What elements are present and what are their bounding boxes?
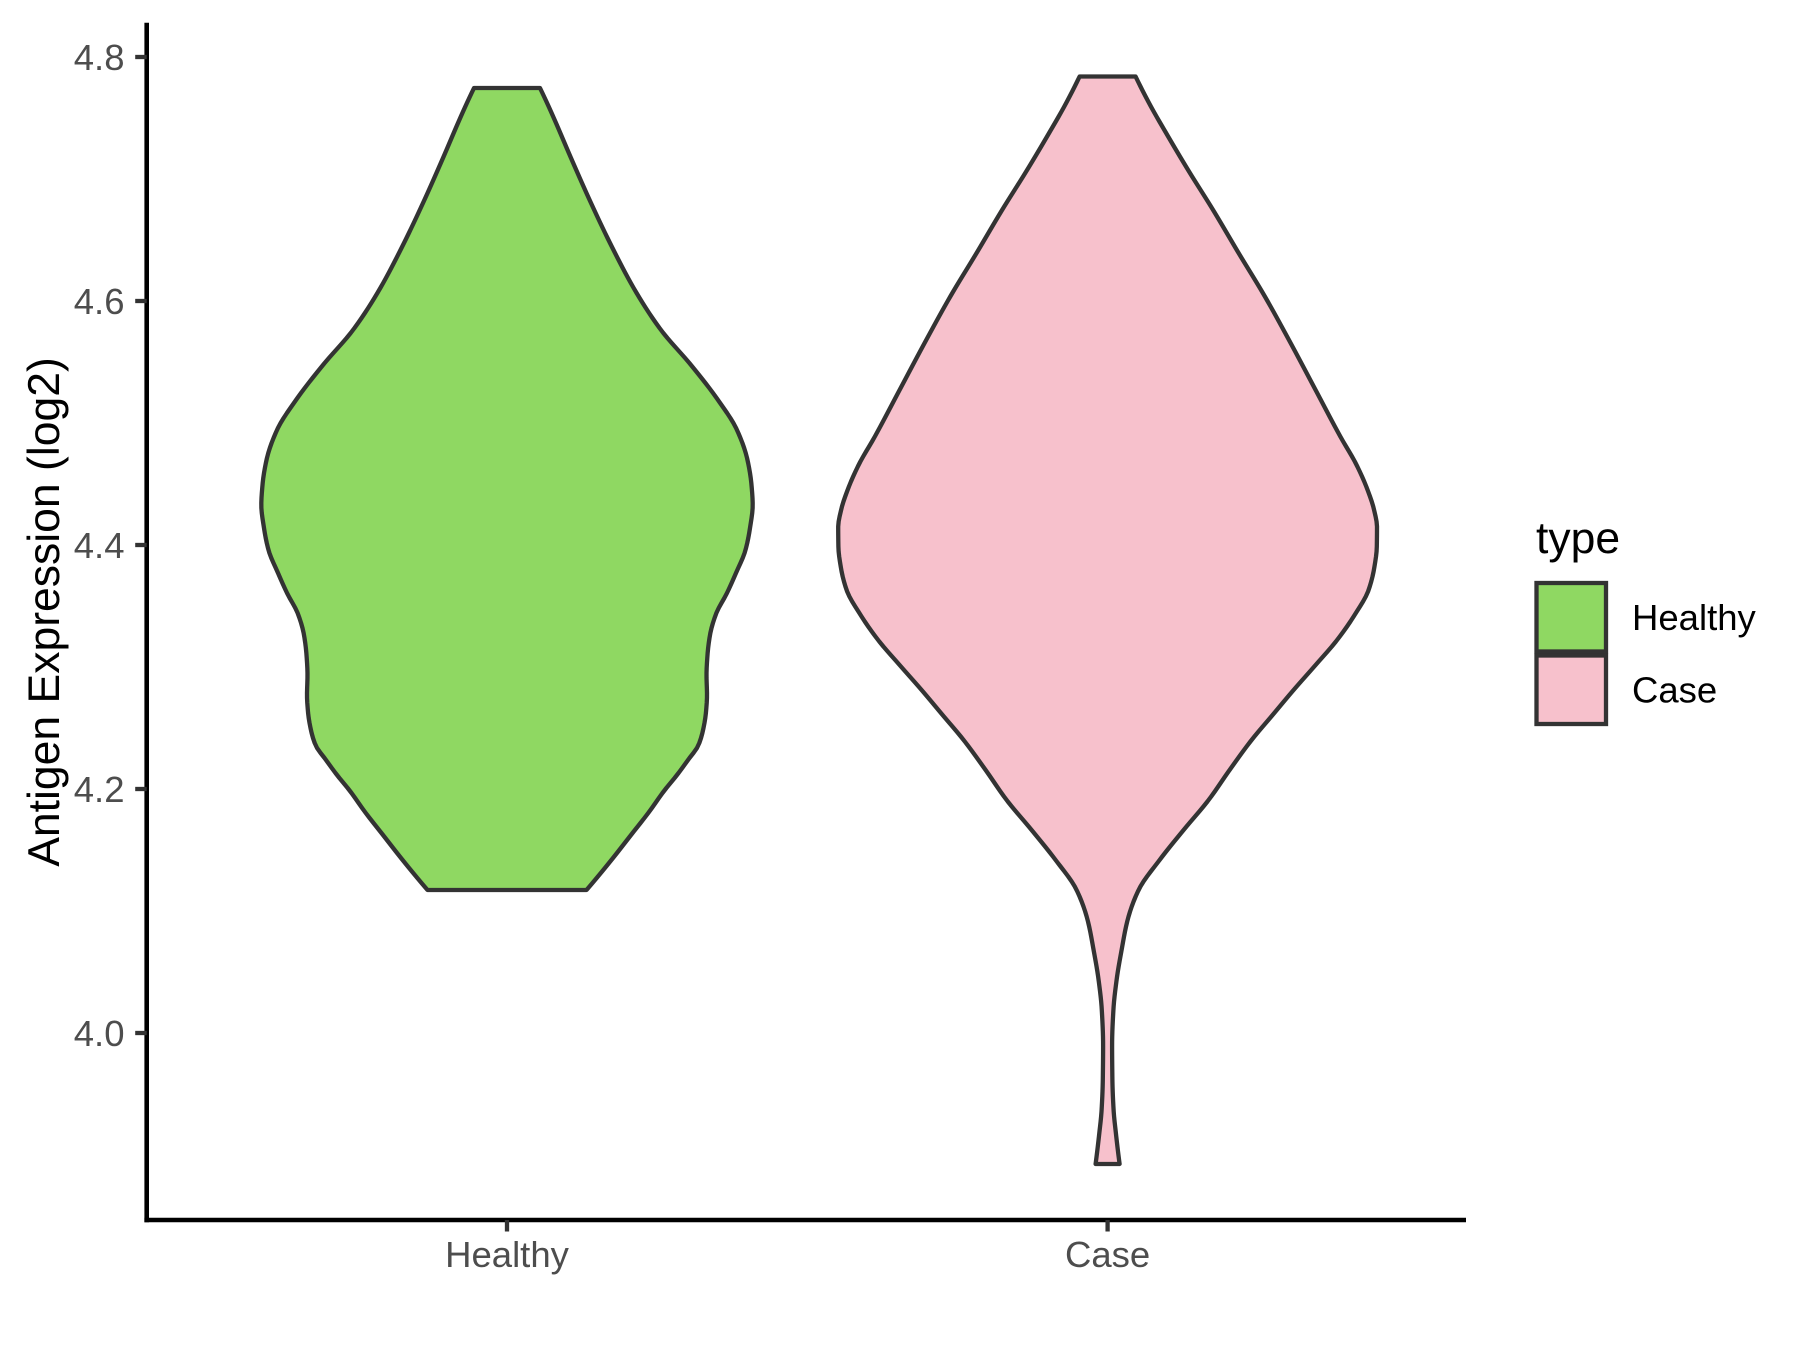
svg-text:type: type: [1536, 514, 1620, 563]
svg-text:4.6: 4.6: [74, 281, 125, 322]
svg-text:Case: Case: [1632, 670, 1717, 711]
svg-text:Antigen Expression (log2): Antigen Expression (log2): [20, 357, 69, 867]
svg-text:Healthy: Healthy: [445, 1234, 570, 1275]
svg-text:Case: Case: [1065, 1234, 1150, 1275]
svg-text:4.8: 4.8: [74, 37, 125, 78]
svg-text:4.0: 4.0: [74, 1013, 125, 1054]
svg-text:4.2: 4.2: [74, 769, 125, 810]
svg-text:Healthy: Healthy: [1632, 597, 1757, 638]
svg-text:4.4: 4.4: [74, 525, 125, 566]
